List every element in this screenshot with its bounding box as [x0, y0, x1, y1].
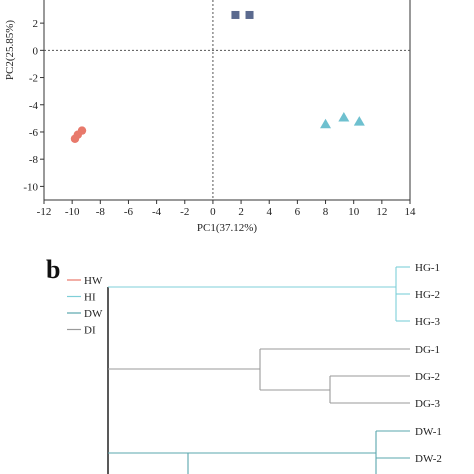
x-tick-label: 0	[210, 206, 216, 218]
x-tick-label: -10	[65, 206, 80, 218]
triangle-point	[320, 118, 332, 129]
x-axis-ticks: -12 -10 -8 -6 -4 -2 0 2 4 6 8 10 12 14	[37, 200, 416, 218]
x-tick-label: -12	[37, 206, 52, 218]
y-tick-label: 0	[33, 45, 39, 57]
y-axis-ticks: 2 0 -2 -4 -6 -8 -10	[23, 18, 44, 193]
x-tick-label: 10	[348, 206, 360, 218]
legend-entry: HW	[84, 275, 103, 287]
legend: HW HI DW DI	[67, 275, 103, 337]
legend-entry: HI	[84, 292, 96, 304]
x-tick-label: -6	[124, 206, 134, 218]
square-point	[245, 10, 254, 19]
square-point	[231, 10, 240, 19]
leaf-label: DG-1	[415, 344, 440, 356]
data-points	[70, 10, 365, 143]
leaf-label: DW-1	[415, 426, 442, 438]
x-tick-label: -4	[152, 206, 162, 218]
x-tick-label: 8	[323, 206, 329, 218]
plot-frame	[43, 0, 411, 201]
x-tick-label: -8	[96, 206, 106, 218]
dendrogram-panel: b HW HI DW DI HG-1 HG-2 HG-3 DG-1 DG-2 DG-3 DW-1 D…	[46, 255, 442, 474]
leaf-label: HG-1	[415, 262, 440, 274]
x-tick-label: 14	[405, 206, 417, 218]
x-tick-label: 6	[295, 206, 301, 218]
leaf-label: HG-2	[415, 289, 440, 301]
x-tick-label: 4	[266, 206, 272, 218]
y-axis-label: PC2(25.85%)	[4, 20, 16, 81]
y-tick-label: -4	[29, 100, 39, 112]
x-tick-label: -2	[180, 206, 189, 218]
panel-label-b: b	[46, 255, 60, 284]
pca-scatter-panel: -12 -10 -8 -6 -4 -2 0 2 4 6 8 10 12 14 20-2-4-6-8-10 …	[4, 0, 416, 234]
legend-entry: DI	[84, 325, 96, 337]
legend-entry: DW	[84, 308, 103, 320]
leaf-label: DG-2	[415, 371, 440, 383]
leaf-labels: HG-1 HG-2 HG-3 DG-1 DG-2 DG-3 DW-1 DW-2	[415, 262, 442, 465]
triangle-point	[338, 112, 350, 122]
dendrogram-branches	[107, 266, 410, 474]
x-tick-label: 12	[376, 206, 387, 218]
leaf-label: DW-2	[415, 453, 442, 465]
x-axis-label: PC1(37.12%)	[197, 222, 258, 234]
x-tick-label: 2	[238, 206, 244, 218]
y-tick-label: -10	[23, 181, 38, 193]
triangle-point	[353, 116, 365, 126]
y-tick-label: -8	[29, 154, 39, 166]
y-tick-label: -6	[29, 127, 39, 139]
y-tick-label: 2	[33, 18, 39, 30]
circle-point	[70, 134, 80, 143]
leaf-label: HG-3	[415, 316, 441, 328]
y-tick-label: -2	[29, 73, 38, 85]
leaf-label: DG-3	[415, 398, 441, 410]
